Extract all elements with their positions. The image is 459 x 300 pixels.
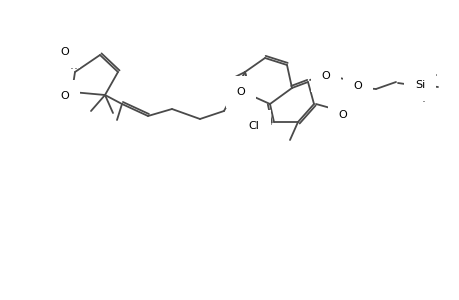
Text: O: O [353,81,362,91]
Text: O: O [321,71,330,81]
Text: O: O [338,110,347,120]
Text: O: O [61,47,69,57]
Text: Cl: Cl [248,121,259,131]
Text: Si: Si [414,80,424,90]
Text: O: O [61,91,69,101]
Text: O: O [236,87,245,97]
